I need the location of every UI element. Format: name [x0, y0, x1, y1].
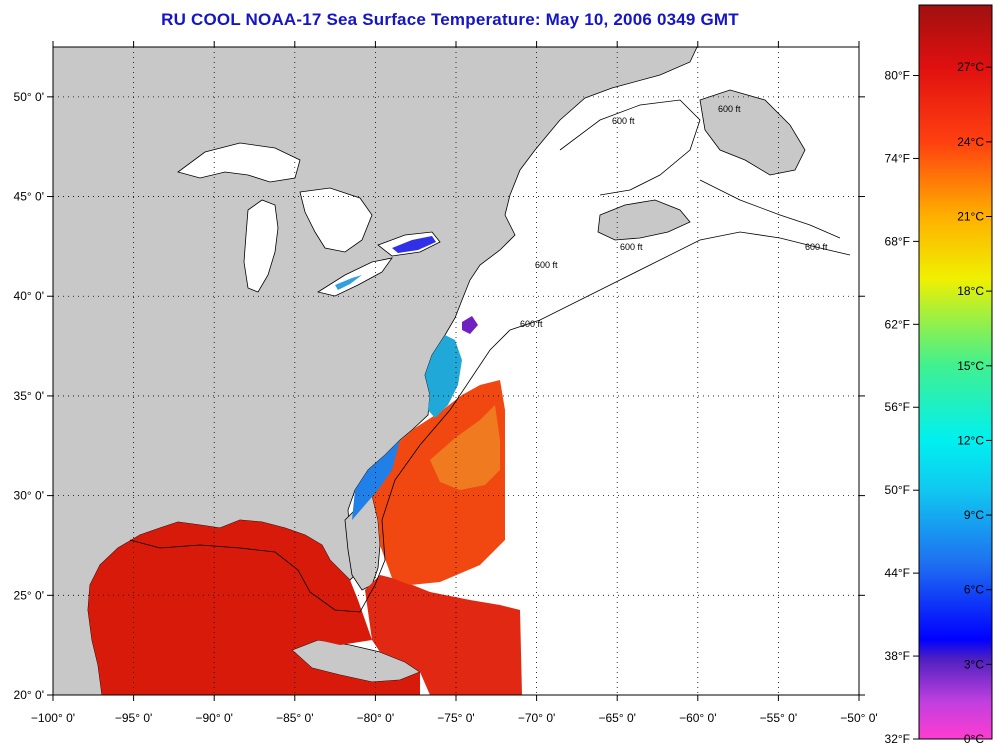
colorbar-fahrenheit-ticks: 80°F 74°F 68°F 62°F 56°F 50°F 44°F 38°F 32°F	[885, 68, 919, 746]
colorbar: 27°C 24°C 21°C 18°C 15°C 12°C 9°C 6°C 3°C 0°C 80°…	[885, 4, 993, 746]
fahrenheit-label: 56°F	[885, 400, 910, 414]
lon-tick-label: −90° 0'	[195, 711, 232, 725]
sst-shelf-warm	[430, 405, 500, 490]
lake-michigan	[243, 199, 279, 293]
lon-tick-label: −85° 0'	[276, 711, 313, 725]
isobath-600ft-gulf-of-st-lawrence	[559, 99, 701, 196]
lake-huron	[299, 187, 373, 253]
isobath-label-st-lawrence: 600 ft	[612, 116, 635, 126]
isobath-label-gulf-maine: 600 ft	[535, 260, 558, 270]
axis-ticks	[47, 41, 865, 701]
lat-tick-label: 35° 0'	[14, 389, 44, 403]
lat-tick-label: 30° 0'	[14, 489, 44, 503]
fahrenheit-label: 80°F	[885, 68, 910, 82]
fahrenheit-label: 62°F	[885, 317, 910, 331]
celsius-label: 15°C	[957, 359, 984, 373]
sst-lake-erie-cold	[335, 275, 362, 290]
isobath-600ft	[129, 231, 851, 613]
sst-gulf-of-mexico	[88, 520, 420, 695]
sst-coastal-green	[352, 440, 400, 520]
sst-bay-cold	[462, 316, 478, 334]
colorbar-gradient	[918, 4, 993, 740]
colorbar-celsius-ticks: 27°C 24°C 21°C 18°C 15°C 12°C 9°C 6°C 3°C 0°C	[957, 60, 992, 746]
fahrenheit-label: 68°F	[885, 234, 910, 248]
isobath-600ft-newfoundland	[699, 179, 841, 239]
sst-imagery	[88, 236, 522, 695]
celsius-label: 24°C	[957, 135, 984, 149]
map-panel: 600 ft 600 ft 600 ft 600 ft 600 ft 600 f…	[53, 47, 859, 695]
celsius-label: 0°C	[964, 732, 984, 746]
lat-tick-label: 20° 0'	[14, 688, 44, 702]
lon-tick-label: −60° 0'	[679, 711, 716, 725]
celsius-label: 27°C	[957, 60, 984, 74]
fahrenheit-label: 32°F	[885, 732, 910, 746]
lon-tick-label: −80° 0'	[357, 711, 394, 725]
fahrenheit-label: 50°F	[885, 483, 910, 497]
lon-tick-label: −55° 0'	[760, 711, 797, 725]
axis-labels: −100° 0' −95° 0' −90° 0' −85° 0' −80° 0' −75°…	[14, 90, 878, 725]
lon-tick-label: −70° 0'	[518, 711, 555, 725]
sst-coastal-cool	[425, 335, 462, 418]
fahrenheit-label: 38°F	[885, 649, 910, 663]
isobath-label-grand-banks: 600 ft	[805, 242, 828, 252]
sst-lake-ontario-cold	[392, 236, 436, 253]
lat-tick-label: 25° 0'	[14, 588, 44, 602]
celsius-label: 3°C	[964, 657, 984, 671]
graticule	[53, 47, 859, 695]
celsius-label: 21°C	[957, 209, 984, 223]
lat-tick-label: 45° 0'	[14, 190, 44, 204]
lon-tick-label: −65° 0'	[598, 711, 635, 725]
lon-tick-label: −100° 0'	[31, 711, 75, 725]
map-title: RU COOL NOAA-17 Sea Surface Temperature:…	[161, 10, 739, 29]
celsius-label: 12°C	[957, 433, 984, 447]
isobath-label-labrador: 600 ft	[718, 104, 741, 114]
lon-tick-label: −75° 0'	[437, 711, 474, 725]
fahrenheit-label: 44°F	[885, 566, 910, 580]
celsius-label: 6°C	[964, 583, 984, 597]
lon-tick-label: −95° 0'	[115, 711, 152, 725]
isobath-label-mid-atlantic: 600 ft	[520, 319, 543, 329]
fahrenheit-label: 74°F	[885, 151, 910, 165]
isobath-label-scotian: 600 ft	[620, 242, 643, 252]
land-nova-scotia	[597, 199, 691, 241]
lon-tick-label: −50° 0'	[840, 711, 877, 725]
celsius-label: 9°C	[964, 508, 984, 522]
celsius-label: 18°C	[957, 284, 984, 298]
sst-florida-straits	[365, 575, 522, 695]
lat-tick-label: 40° 0'	[14, 289, 44, 303]
lat-tick-label: 50° 0'	[14, 90, 44, 104]
